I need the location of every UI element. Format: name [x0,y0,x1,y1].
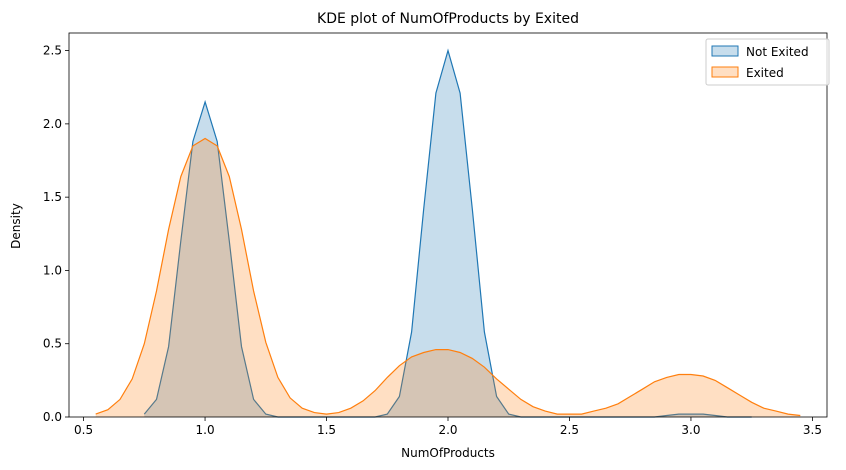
x-tick-label: 1.0 [196,423,215,437]
y-tick-label: 0.0 [43,410,62,424]
y-tick-label: 2.5 [43,44,62,58]
chart-title: KDE plot of NumOfProducts by Exited [317,11,579,27]
x-tick-label: 2.5 [560,423,579,437]
legend-label-0: Not Exited [746,45,809,59]
x-tick-label: 0.5 [74,423,93,437]
x-tick-label: 1.5 [317,423,336,437]
legend-label-1: Exited [746,66,784,80]
legend: Not Exited Exited [705,38,830,86]
legend-box [705,38,830,86]
axes: 0.5 1.0 1.5 2.0 2.5 3.0 3.5 0.0 0.5 1.0 1.5 2.0 2.5 [43,32,828,437]
x-tick-label: 3.0 [681,423,700,437]
legend-swatch-1 [711,66,739,78]
y-tick-label: 1.5 [43,190,62,204]
x-tick-label: 2.0 [438,423,457,437]
y-tick-label: 0.5 [43,337,62,351]
y-tick-label: 1.0 [43,263,62,277]
series-area-0 [144,50,752,417]
series-area-1 [95,138,801,417]
x-axis-label: NumOfProducts [401,446,495,460]
y-axis-label: Density [9,203,23,249]
series-line-1 [95,137,801,417]
legend-swatch-0 [711,45,739,57]
x-tick-label: 3.5 [803,423,822,437]
y-tick-label: 2.0 [43,117,62,131]
